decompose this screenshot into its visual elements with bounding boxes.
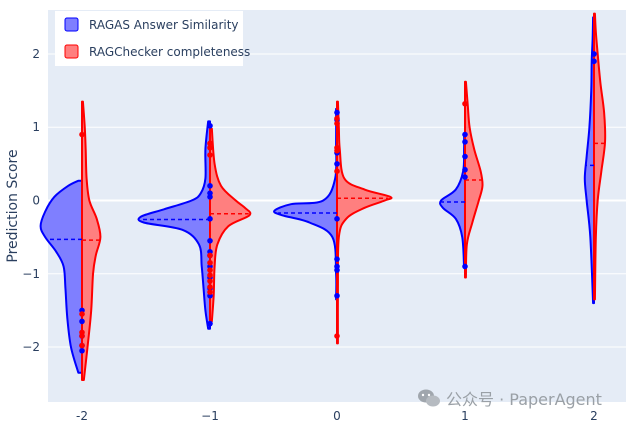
point-ragchecker[interactable] [207, 144, 213, 151]
point-ragchecker[interactable] [207, 278, 213, 284]
mean-lines [46, 142, 605, 241]
point-ragas[interactable] [334, 109, 340, 116]
x-axis-ticks: -2 −1 0 1 2 [76, 409, 598, 423]
x-tick-label: 0 [333, 409, 341, 423]
point-ragas[interactable] [207, 183, 213, 189]
point-ragchecker[interactable] [79, 131, 85, 138]
point-ragas[interactable] [79, 347, 85, 354]
point-ragas[interactable] [462, 139, 468, 145]
point-ragas[interactable] [207, 238, 213, 244]
point-ragas[interactable] [334, 256, 340, 262]
point-ragas[interactable] [207, 320, 213, 327]
x-tick-label: 2 [590, 409, 598, 423]
point-ragas[interactable] [462, 153, 468, 160]
point-ragchecker[interactable] [207, 152, 213, 158]
point-ragas[interactable] [591, 51, 597, 57]
data-points [79, 51, 597, 354]
legend-swatch-ragchecker [64, 44, 79, 59]
point-ragchecker[interactable] [79, 342, 85, 349]
x-tick-label: 1 [461, 409, 469, 423]
point-ragchecker[interactable] [207, 289, 213, 295]
y-tick-label: 0 [32, 194, 40, 208]
violin-ragchecker-x-1[interactable] [209, 127, 252, 323]
point-ragas[interactable] [207, 194, 213, 200]
y-tick-label: 1 [32, 120, 40, 134]
point-ragchecker[interactable] [334, 333, 340, 339]
point-ragas[interactable] [334, 292, 340, 299]
point-ragas[interactable] [462, 263, 468, 270]
point-ragchecker[interactable] [79, 311, 85, 317]
violin-ragas-x-1[interactable] [137, 120, 211, 330]
point-ragas[interactable] [334, 216, 340, 222]
point-ragas[interactable] [79, 318, 85, 325]
point-ragchecker[interactable] [207, 267, 213, 273]
point-ragas[interactable] [207, 216, 213, 222]
point-ragas[interactable] [462, 174, 468, 180]
legend-item-ragchecker[interactable]: RAGChecker completeness [64, 44, 250, 59]
point-ragchecker[interactable] [334, 120, 340, 127]
point-ragas[interactable] [334, 267, 340, 273]
y-tick-label: −1 [22, 267, 40, 281]
legend-item-ragas[interactable]: RAGAS Answer Similarity [64, 17, 239, 32]
point-ragas[interactable] [462, 131, 468, 138]
point-ragas[interactable] [334, 161, 340, 167]
y-tick-label: −2 [22, 340, 40, 354]
point-ragchecker[interactable] [334, 115, 340, 122]
point-ragchecker[interactable] [207, 284, 213, 290]
y-axis-ticks: −2 −1 0 1 2 [22, 47, 40, 354]
watermark: 公众号 · PaperAgent [418, 389, 602, 409]
point-ragchecker[interactable] [207, 140, 213, 147]
legend-label-ragas: RAGAS Answer Similarity [89, 18, 239, 32]
legend-background [55, 11, 243, 66]
point-ragchecker[interactable] [79, 333, 85, 339]
violin-ragchecker-x2[interactable] [593, 12, 607, 301]
violin-ragas-x-2[interactable] [39, 179, 83, 374]
point-ragas[interactable] [591, 58, 597, 65]
point-ragchecker[interactable] [334, 168, 340, 174]
wechat-icon [418, 389, 440, 407]
legend-label-ragchecker: RAGChecker completeness [89, 45, 250, 59]
y-tick-label: 2 [32, 47, 40, 61]
watermark-text: 公众号 · PaperAgent [446, 390, 602, 409]
point-ragchecker[interactable] [207, 272, 213, 279]
legend[interactable]: RAGAS Answer Similarity RAGChecker compl… [55, 11, 250, 66]
violin-ragas-x2[interactable] [583, 16, 595, 305]
point-ragchecker[interactable] [207, 252, 213, 259]
point-ragchecker[interactable] [462, 100, 468, 107]
y-axis-title: Prediction Score [5, 149, 21, 262]
legend-swatch-ragas [64, 17, 79, 32]
point-ragchecker[interactable] [207, 259, 213, 266]
point-ragchecker[interactable] [334, 147, 340, 154]
violin-ragchecker-x0[interactable] [336, 100, 393, 345]
point-ragas[interactable] [462, 166, 468, 173]
point-ragas[interactable] [207, 122, 213, 129]
x-tick-label: -2 [76, 409, 88, 423]
x-tick-label: −1 [201, 409, 219, 423]
